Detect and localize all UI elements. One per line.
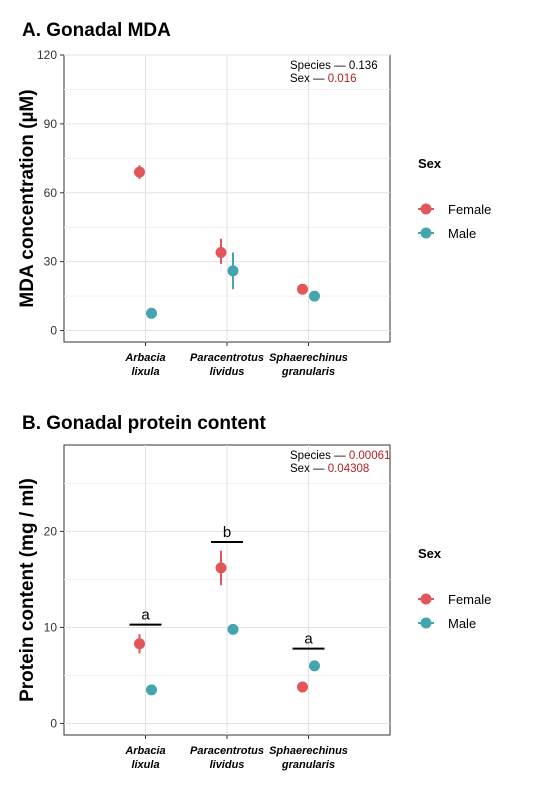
data-point	[146, 307, 157, 319]
stat-value: 0.136	[349, 60, 378, 72]
x-tick-label: Paracentrotus	[190, 745, 264, 757]
legend-key-point	[420, 227, 432, 239]
stat-label: Sex —	[290, 73, 328, 85]
legend-title: Sex	[418, 546, 442, 561]
legend-label: Male	[448, 226, 476, 241]
chart-a-svg: 0 30 60 90 120 Arbacia lixula Paracentrotus livi…	[17, 48, 491, 378]
legend-label: Female	[448, 592, 491, 607]
x-tick-label: lividus	[210, 366, 245, 378]
significance-letter: b	[223, 524, 231, 541]
x-tick-label: granularis	[281, 366, 335, 378]
data-point	[146, 684, 157, 696]
y-axis-title: Protein content (mg / ml)	[17, 478, 38, 702]
y-tick-label: 30	[44, 255, 58, 269]
legend-label: Male	[448, 616, 476, 631]
stat-annotation: Sex — 0.016	[290, 73, 357, 85]
data-point	[134, 638, 145, 650]
x-tick-label: lixula	[131, 366, 159, 378]
y-tick-label: 0	[50, 716, 57, 730]
panel-a: A. Gonadal MDA 0 30 60 90 120 Arbacia lixula Pa…	[17, 20, 491, 378]
y-tick-label: 10	[44, 620, 58, 634]
data-point	[215, 246, 227, 258]
data-point	[227, 265, 239, 277]
y-tick-label: 20	[44, 524, 58, 538]
significance-letter: a	[141, 607, 150, 624]
data-point	[215, 562, 227, 574]
panel-b: B. Gonadal protein content 0 10 20 Arbacia l…	[0, 395, 550, 790]
stat-value: 0.04308	[328, 463, 370, 475]
stat-label: Sex —	[290, 463, 328, 475]
y-tick-label: 60	[44, 186, 58, 200]
legend-key-point	[420, 203, 432, 215]
chart-title: B. Gonadal protein content	[22, 413, 266, 434]
y-tick-label: 0	[50, 324, 57, 338]
x-tick-label: Sphaerechinus	[269, 745, 348, 757]
legend-title: Sex	[418, 156, 442, 171]
x-tick-label: Arbacia	[124, 352, 165, 364]
stat-value: 0.00061	[349, 450, 391, 462]
y-tick-label: 120	[37, 48, 57, 62]
legend-label: Female	[448, 202, 491, 217]
y-tick-label: 90	[44, 117, 58, 131]
legend-key-point	[420, 593, 432, 605]
stat-annotation: Species — 0.00061	[290, 450, 390, 462]
chart-title: A. Gonadal MDA	[22, 20, 171, 41]
stat-annotation: Sex — 0.04308	[290, 463, 369, 475]
data-point	[297, 283, 308, 295]
legend-key-point	[420, 617, 432, 629]
x-tick-label: lividus	[210, 759, 245, 771]
chart-b-svg: 0 10 20 Arbacia lixula Paracentrotus lividus Sp…	[17, 444, 491, 771]
x-tick-label: lixula	[131, 759, 159, 771]
stat-value: 0.016	[328, 73, 357, 85]
stat-label: Species —	[290, 450, 349, 462]
data-point	[134, 166, 145, 178]
stat-label: Species —	[290, 60, 349, 72]
x-tick-label: Arbacia	[124, 745, 165, 757]
significance-letter: a	[304, 631, 313, 648]
x-tick-label: granularis	[281, 759, 335, 771]
data-point	[309, 660, 320, 672]
data-point	[309, 290, 320, 302]
stat-annotation: Species — 0.136	[290, 60, 378, 72]
x-tick-label: Sphaerechinus	[269, 352, 348, 364]
data-point	[227, 623, 239, 635]
data-point	[297, 681, 308, 693]
y-axis-title: MDA concentration (µM)	[17, 89, 38, 307]
x-tick-label: Paracentrotus	[190, 352, 264, 364]
